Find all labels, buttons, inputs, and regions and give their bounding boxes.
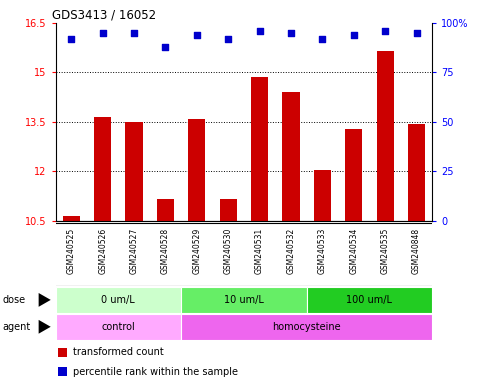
Text: control: control xyxy=(101,322,135,332)
Text: GSM240528: GSM240528 xyxy=(161,228,170,274)
Bar xyxy=(58,348,68,357)
Point xyxy=(193,32,201,38)
Bar xyxy=(408,124,425,221)
Text: GSM240534: GSM240534 xyxy=(349,228,358,274)
Bar xyxy=(181,287,307,313)
Bar xyxy=(283,92,299,221)
Text: GSM240535: GSM240535 xyxy=(381,228,390,274)
Bar xyxy=(345,129,362,221)
Point xyxy=(382,28,389,34)
Bar xyxy=(63,216,80,221)
Text: agent: agent xyxy=(2,322,30,332)
Text: transformed count: transformed count xyxy=(72,347,163,358)
Text: 0 um/L: 0 um/L xyxy=(101,295,135,305)
Bar xyxy=(307,287,432,313)
Bar xyxy=(181,314,432,340)
Bar xyxy=(56,287,181,313)
Bar xyxy=(157,199,174,221)
Point xyxy=(412,30,420,36)
Text: 10 um/L: 10 um/L xyxy=(224,295,264,305)
Text: GSM240529: GSM240529 xyxy=(192,228,201,274)
Point xyxy=(224,36,232,42)
Point xyxy=(256,28,264,34)
Text: dose: dose xyxy=(2,295,26,305)
Point xyxy=(350,32,357,38)
Point xyxy=(319,36,327,42)
Text: GSM240532: GSM240532 xyxy=(286,228,296,274)
Bar xyxy=(126,122,142,221)
Text: GSM240531: GSM240531 xyxy=(255,228,264,274)
Text: homocysteine: homocysteine xyxy=(272,322,341,332)
Text: GSM240530: GSM240530 xyxy=(224,228,233,274)
Text: GSM240525: GSM240525 xyxy=(67,228,76,274)
Point xyxy=(130,30,138,36)
Text: GSM240533: GSM240533 xyxy=(318,228,327,274)
Text: GSM240848: GSM240848 xyxy=(412,228,421,274)
Text: percentile rank within the sample: percentile rank within the sample xyxy=(72,366,238,377)
Point xyxy=(68,36,75,42)
Bar xyxy=(94,117,111,221)
Text: GSM240526: GSM240526 xyxy=(98,228,107,274)
Point xyxy=(99,30,107,36)
Bar xyxy=(58,367,68,376)
Text: 100 um/L: 100 um/L xyxy=(346,295,393,305)
Bar xyxy=(251,78,268,221)
Text: GSM240527: GSM240527 xyxy=(129,228,139,274)
Point xyxy=(161,44,170,50)
Bar xyxy=(56,314,181,340)
Point xyxy=(287,30,295,36)
Bar xyxy=(377,51,394,221)
Bar xyxy=(220,199,237,221)
Text: GDS3413 / 16052: GDS3413 / 16052 xyxy=(52,9,156,22)
Bar xyxy=(188,119,205,221)
Bar xyxy=(314,170,331,221)
